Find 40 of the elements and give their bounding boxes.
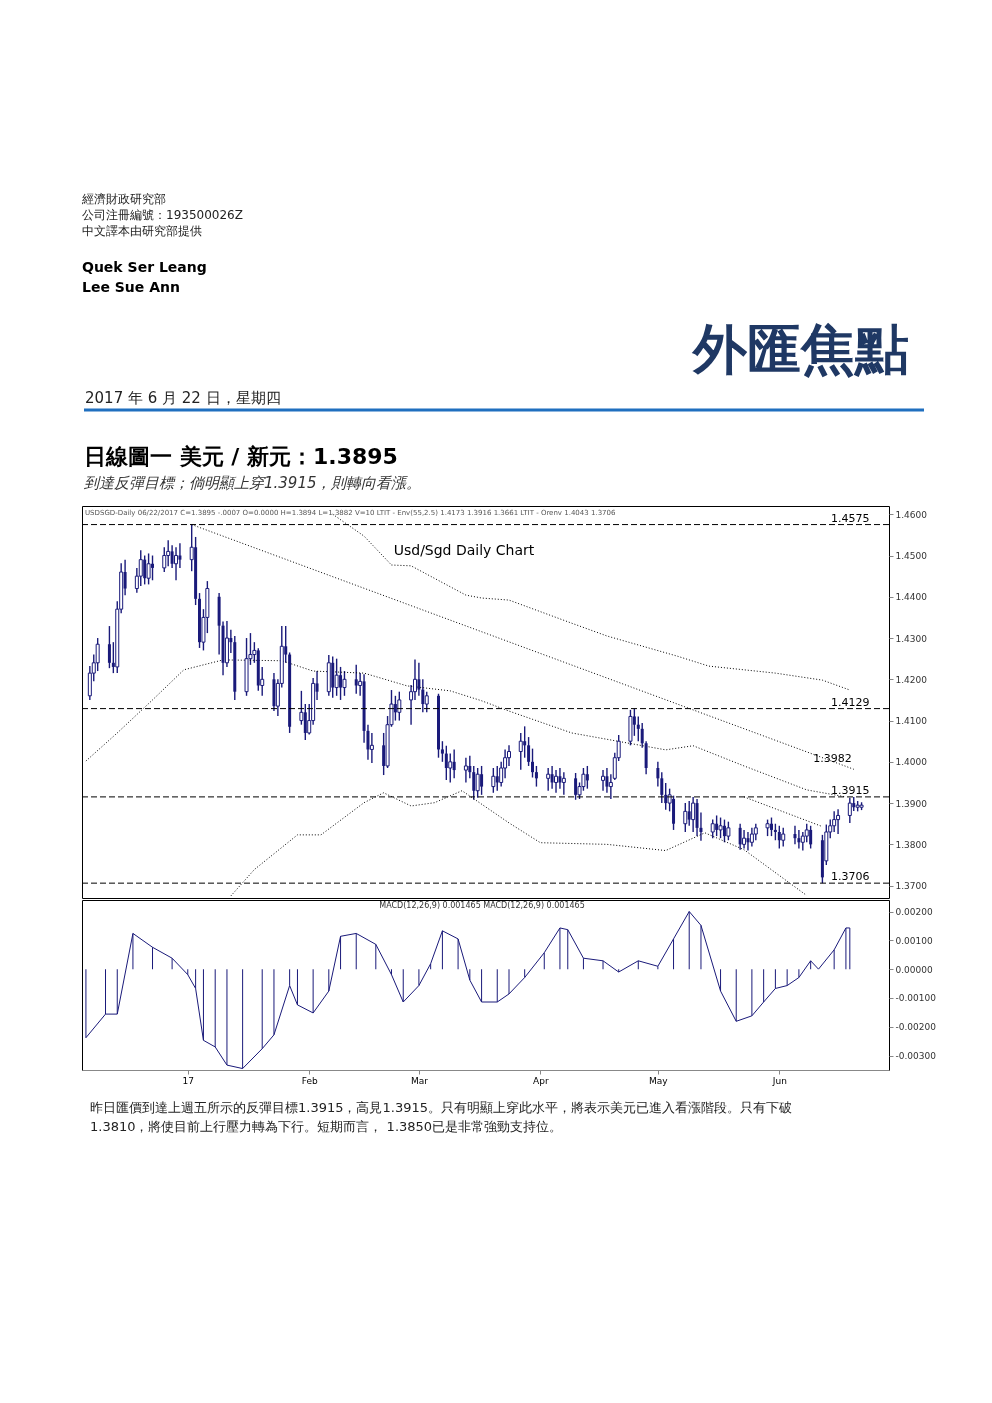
text: 經濟財政研究部 bbox=[81, 192, 166, 206]
y-tick-label: 1.4000 bbox=[895, 757, 928, 768]
y-tick-label: 1.4500 bbox=[895, 551, 928, 562]
chart-title: 日線圖一 美元 / 新元：1.3895 bbox=[84, 444, 398, 469]
text: 中文譯本由研究部提供 bbox=[82, 224, 202, 238]
text: Lee Sue Ann bbox=[82, 279, 180, 295]
y-tick-label: -0.00300 bbox=[895, 1051, 937, 1062]
ref-line-label: 1.3915 bbox=[831, 783, 870, 797]
x-tick-label: Feb bbox=[301, 1075, 318, 1086]
y-tick-label: 1.3800 bbox=[895, 839, 928, 850]
y-tick-label: 1.4100 bbox=[895, 716, 928, 727]
y-tick-label: 1.4300 bbox=[895, 633, 928, 644]
annotation: 1.3982 bbox=[813, 752, 852, 766]
x-tick-label: Mar bbox=[410, 1075, 429, 1086]
text: 公司注冊編號：193500026Z bbox=[82, 208, 243, 222]
y-tick-label: -0.00100 bbox=[895, 993, 937, 1004]
ref-line-label: 1.4575 bbox=[831, 511, 870, 525]
text: 昨日匯價到達上週五所示的反彈目標1.3915，高見1.3915。只有明顯上穿此水平，將表示美元已進入看漲階段。只有下破 bbox=[90, 1100, 792, 1115]
x-tick-label: Apr bbox=[533, 1075, 549, 1086]
x-tick-label: May bbox=[649, 1075, 669, 1086]
ref-line-label: 1.4129 bbox=[831, 695, 870, 709]
y-tick-label: 0.00200 bbox=[895, 907, 933, 918]
y-tick-label: 0.00100 bbox=[895, 935, 933, 946]
annotation: MACD(12,26,9) 0.001465 MACD(12,26,9) 0.001465 bbox=[379, 901, 585, 910]
y-tick-label: -0.00200 bbox=[895, 1022, 937, 1033]
y-tick-label: 0.00000 bbox=[895, 964, 933, 975]
chart-subtitle: 到達反彈目標；倘明顯上穿1.3915，則轉向看漲。 bbox=[84, 474, 422, 492]
ref-line-label: 1.3706 bbox=[831, 870, 870, 884]
y-tick-label: 1.3700 bbox=[895, 881, 928, 892]
y-tick-label: 1.4400 bbox=[895, 592, 928, 603]
text: 2017 年 6 月 22 日，星期四 bbox=[85, 389, 281, 407]
text: 1.3810，將使目前上行壓力轉為下行。短期而言， 1.3850已是非常強勁支持位。 bbox=[90, 1119, 563, 1134]
x-tick-label: Jun bbox=[771, 1075, 787, 1086]
annotation: Usd/Sgd Daily Chart bbox=[393, 542, 535, 558]
text: 外匯焦點 bbox=[691, 318, 909, 381]
y-tick-label: 1.4600 bbox=[895, 509, 928, 520]
x-tick-label: 17 bbox=[182, 1075, 194, 1086]
text: Quek Ser Leang bbox=[82, 259, 207, 275]
y-tick-label: 1.4200 bbox=[895, 674, 928, 685]
y-tick-label: 1.3900 bbox=[895, 798, 928, 809]
